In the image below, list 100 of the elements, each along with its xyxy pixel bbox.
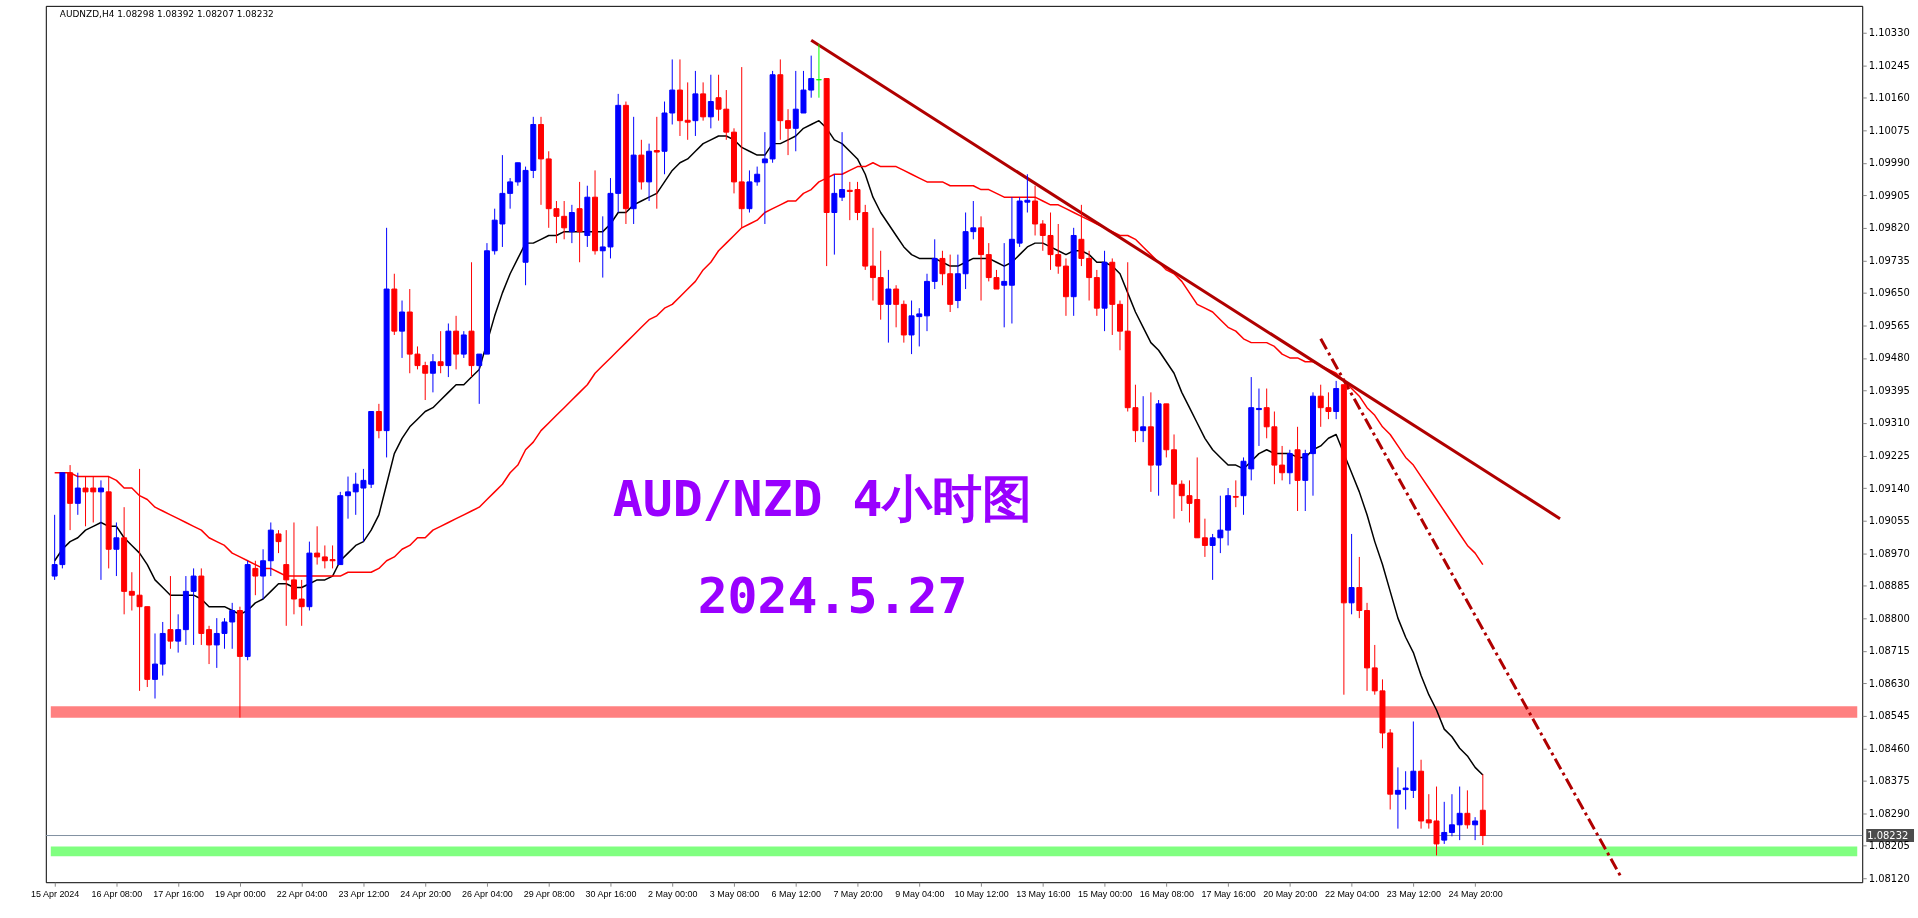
y-tick-label: 1.09225 xyxy=(1868,450,1910,461)
y-tick-label: 1.08120 xyxy=(1868,872,1910,884)
x-tick-label: 3 May 08:00 xyxy=(709,888,760,899)
y-tick-label: 1.09990 xyxy=(1868,157,1910,169)
candlestick xyxy=(314,525,321,566)
y-tick-label: 1.08630 xyxy=(1868,677,1910,689)
candlestick xyxy=(476,353,483,405)
x-tick-label: 15 Apr 2024 xyxy=(31,888,80,899)
x-tick-label: 10 May 12:00 xyxy=(954,888,1009,899)
candlestick xyxy=(700,81,707,122)
candlestick xyxy=(1456,786,1463,841)
x-tick-label: 22 Apr 04:00 xyxy=(276,888,328,899)
y-tick-label: 1.10330 xyxy=(1868,27,1910,39)
text: AUD/NZD 4小时图 xyxy=(612,469,1033,528)
y-tick-label: 1.09055 xyxy=(1868,515,1910,527)
y-tick-label: 1.10245 xyxy=(1868,59,1910,71)
candlestick xyxy=(1348,533,1355,615)
candlestick xyxy=(206,625,213,665)
y-tick-label: 1.09735 xyxy=(1868,254,1910,266)
x-tick-label: 24 May 20:00 xyxy=(1448,888,1503,899)
candlestick xyxy=(1472,816,1479,841)
candlestick xyxy=(1001,242,1008,328)
y-tick-label: 1.09140 xyxy=(1868,482,1910,494)
text: 2024.5.27 xyxy=(697,567,968,626)
x-tick-label: 17 Apr 16:00 xyxy=(153,888,205,899)
candlestick xyxy=(785,108,792,156)
ref-line-label: 1.08232 xyxy=(1867,829,1909,841)
y-tick-label: 1.09820 xyxy=(1868,222,1910,234)
x-tick-label: 29 Apr 08:00 xyxy=(523,888,575,899)
candlestick xyxy=(1464,789,1471,830)
candlestick xyxy=(375,403,382,439)
y-tick-label: 1.09650 xyxy=(1868,287,1910,299)
candlestick xyxy=(1140,395,1147,443)
candlestick xyxy=(429,353,436,393)
y-tick-label: 1.09480 xyxy=(1868,352,1910,364)
candlestick xyxy=(1286,449,1293,485)
candlestick xyxy=(399,300,406,359)
y-tick-label: 1.08290 xyxy=(1868,807,1910,819)
x-tick-label: 9 May 04:00 xyxy=(895,888,945,899)
x-tick-label: 6 May 12:00 xyxy=(771,888,821,899)
y-tick-label: 1.09395 xyxy=(1868,384,1910,396)
candlestick xyxy=(175,613,182,654)
x-tick-label: 16 May 08:00 xyxy=(1139,888,1194,899)
candlestick xyxy=(1441,801,1448,845)
candlestick xyxy=(260,548,267,600)
candlestick xyxy=(74,472,81,516)
candlestick xyxy=(460,330,467,359)
candlestick xyxy=(97,479,104,581)
y-tick-label: 1.10160 xyxy=(1868,92,1910,104)
x-tick-label: 20 May 20:00 xyxy=(1263,888,1318,899)
x-tick-label: 24 Apr 20:00 xyxy=(400,888,452,899)
candlestick xyxy=(1394,766,1401,830)
x-tick-label: 22 May 04:00 xyxy=(1324,888,1380,899)
x-tick-label: 23 Apr 12:00 xyxy=(338,888,390,899)
y-tick-label: 1.09905 xyxy=(1868,189,1910,201)
x-tick-label: 26 Apr 04:00 xyxy=(462,888,513,899)
candlestick xyxy=(1201,518,1208,558)
candlestick xyxy=(1333,380,1340,420)
x-tick-label: 30 Apr 16:00 xyxy=(585,888,637,899)
candlestick xyxy=(869,227,876,302)
x-tick-label: 2 May 00:00 xyxy=(648,888,698,899)
x-tick-label: 23 May 12:00 xyxy=(1386,888,1441,899)
candlestick xyxy=(885,269,892,344)
candlestick xyxy=(453,315,460,370)
y-tick-label: 1.08375 xyxy=(1868,775,1910,787)
line-series xyxy=(53,119,1484,776)
candlestick xyxy=(152,632,158,700)
y-tick-label: 1.09565 xyxy=(1868,319,1910,331)
x-tick-label: 13 May 16:00 xyxy=(1016,888,1071,899)
candlestick xyxy=(1255,388,1262,447)
x-tick-label: 17 May 16:00 xyxy=(1201,888,1256,899)
x-tick-label: 16 Apr 08:00 xyxy=(91,888,143,899)
y-tick-label: 1.08545 xyxy=(1868,710,1910,722)
candlestick xyxy=(345,476,351,520)
y-tick-label: 1.08885 xyxy=(1868,580,1910,592)
candlestick xyxy=(568,204,575,244)
candlestick xyxy=(684,81,691,141)
candlestick xyxy=(893,284,900,328)
candlestick xyxy=(707,74,714,129)
y-tick-label: 1.08460 xyxy=(1868,742,1910,754)
candlestick xyxy=(1448,793,1455,837)
candlestick xyxy=(113,521,120,577)
y-tick-label: 1.08205 xyxy=(1868,840,1910,852)
candlestick xyxy=(576,181,583,263)
y-tick-label: 1.09310 xyxy=(1868,417,1910,429)
annotation: AUDNZD,H4 1.08298 1.08392 1.08207 1.08232 xyxy=(59,8,274,19)
y-tick-label: 1.08715 xyxy=(1868,645,1910,657)
candlestick xyxy=(653,116,660,210)
candlestick xyxy=(1356,556,1363,619)
candlestick xyxy=(1032,185,1039,236)
candlestick xyxy=(298,579,305,627)
candlestick xyxy=(167,575,174,650)
candlestick xyxy=(437,330,444,374)
y-tick-label: 1.10075 xyxy=(1868,124,1910,136)
candlestick xyxy=(275,529,282,554)
x-tick-label: 19 Apr 00:00 xyxy=(215,888,266,899)
candlestick xyxy=(931,238,938,290)
x-tick-label: 7 May 20:00 xyxy=(833,888,883,899)
y-tick-label: 1.08800 xyxy=(1868,612,1910,624)
x-tick-label: 15 May 00:00 xyxy=(1077,888,1133,899)
